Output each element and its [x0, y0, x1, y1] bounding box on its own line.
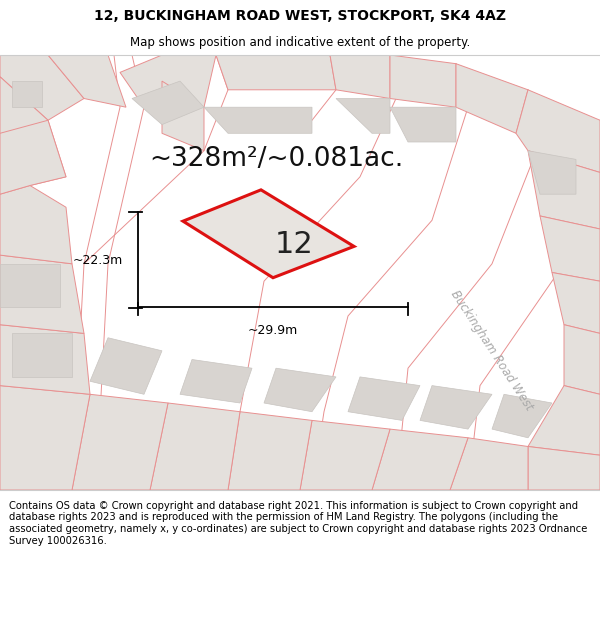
Polygon shape	[72, 394, 168, 490]
Polygon shape	[564, 325, 600, 394]
Polygon shape	[228, 412, 312, 490]
Text: ~328m²/~0.081ac.: ~328m²/~0.081ac.	[149, 146, 403, 172]
Polygon shape	[264, 368, 336, 412]
Polygon shape	[48, 55, 126, 108]
Polygon shape	[300, 421, 390, 490]
Polygon shape	[0, 386, 90, 490]
Polygon shape	[390, 107, 456, 142]
Polygon shape	[0, 255, 84, 333]
Polygon shape	[528, 151, 576, 194]
Polygon shape	[216, 55, 336, 90]
Polygon shape	[0, 325, 90, 394]
Polygon shape	[456, 64, 528, 133]
Text: 12: 12	[275, 230, 313, 259]
Polygon shape	[330, 55, 390, 99]
Text: 12, BUCKINGHAM ROAD WEST, STOCKPORT, SK4 4AZ: 12, BUCKINGHAM ROAD WEST, STOCKPORT, SK4…	[94, 9, 506, 24]
Polygon shape	[372, 429, 468, 490]
Text: Buckingham Road West: Buckingham Road West	[448, 288, 536, 413]
Polygon shape	[492, 394, 552, 438]
Polygon shape	[90, 338, 162, 394]
Polygon shape	[183, 190, 354, 278]
Polygon shape	[390, 55, 456, 108]
Polygon shape	[0, 77, 66, 186]
Polygon shape	[450, 438, 528, 490]
Polygon shape	[420, 386, 492, 429]
Polygon shape	[120, 55, 216, 108]
Polygon shape	[0, 120, 66, 194]
Polygon shape	[0, 186, 72, 264]
Polygon shape	[204, 107, 312, 133]
Polygon shape	[528, 386, 600, 455]
Polygon shape	[540, 216, 600, 281]
Polygon shape	[528, 151, 600, 229]
Text: ~29.9m: ~29.9m	[248, 324, 298, 337]
Polygon shape	[0, 264, 60, 308]
Polygon shape	[516, 90, 600, 172]
Polygon shape	[348, 377, 420, 421]
Polygon shape	[132, 81, 204, 124]
Polygon shape	[150, 403, 240, 490]
Polygon shape	[12, 81, 42, 107]
Polygon shape	[552, 272, 600, 333]
Polygon shape	[12, 333, 72, 377]
Polygon shape	[180, 359, 252, 403]
Polygon shape	[162, 81, 204, 151]
Polygon shape	[336, 99, 390, 133]
Text: ~22.3m: ~22.3m	[73, 254, 123, 267]
Text: Contains OS data © Crown copyright and database right 2021. This information is : Contains OS data © Crown copyright and d…	[9, 501, 587, 546]
Text: Map shows position and indicative extent of the property.: Map shows position and indicative extent…	[130, 36, 470, 49]
Polygon shape	[0, 55, 84, 120]
Polygon shape	[528, 446, 600, 490]
